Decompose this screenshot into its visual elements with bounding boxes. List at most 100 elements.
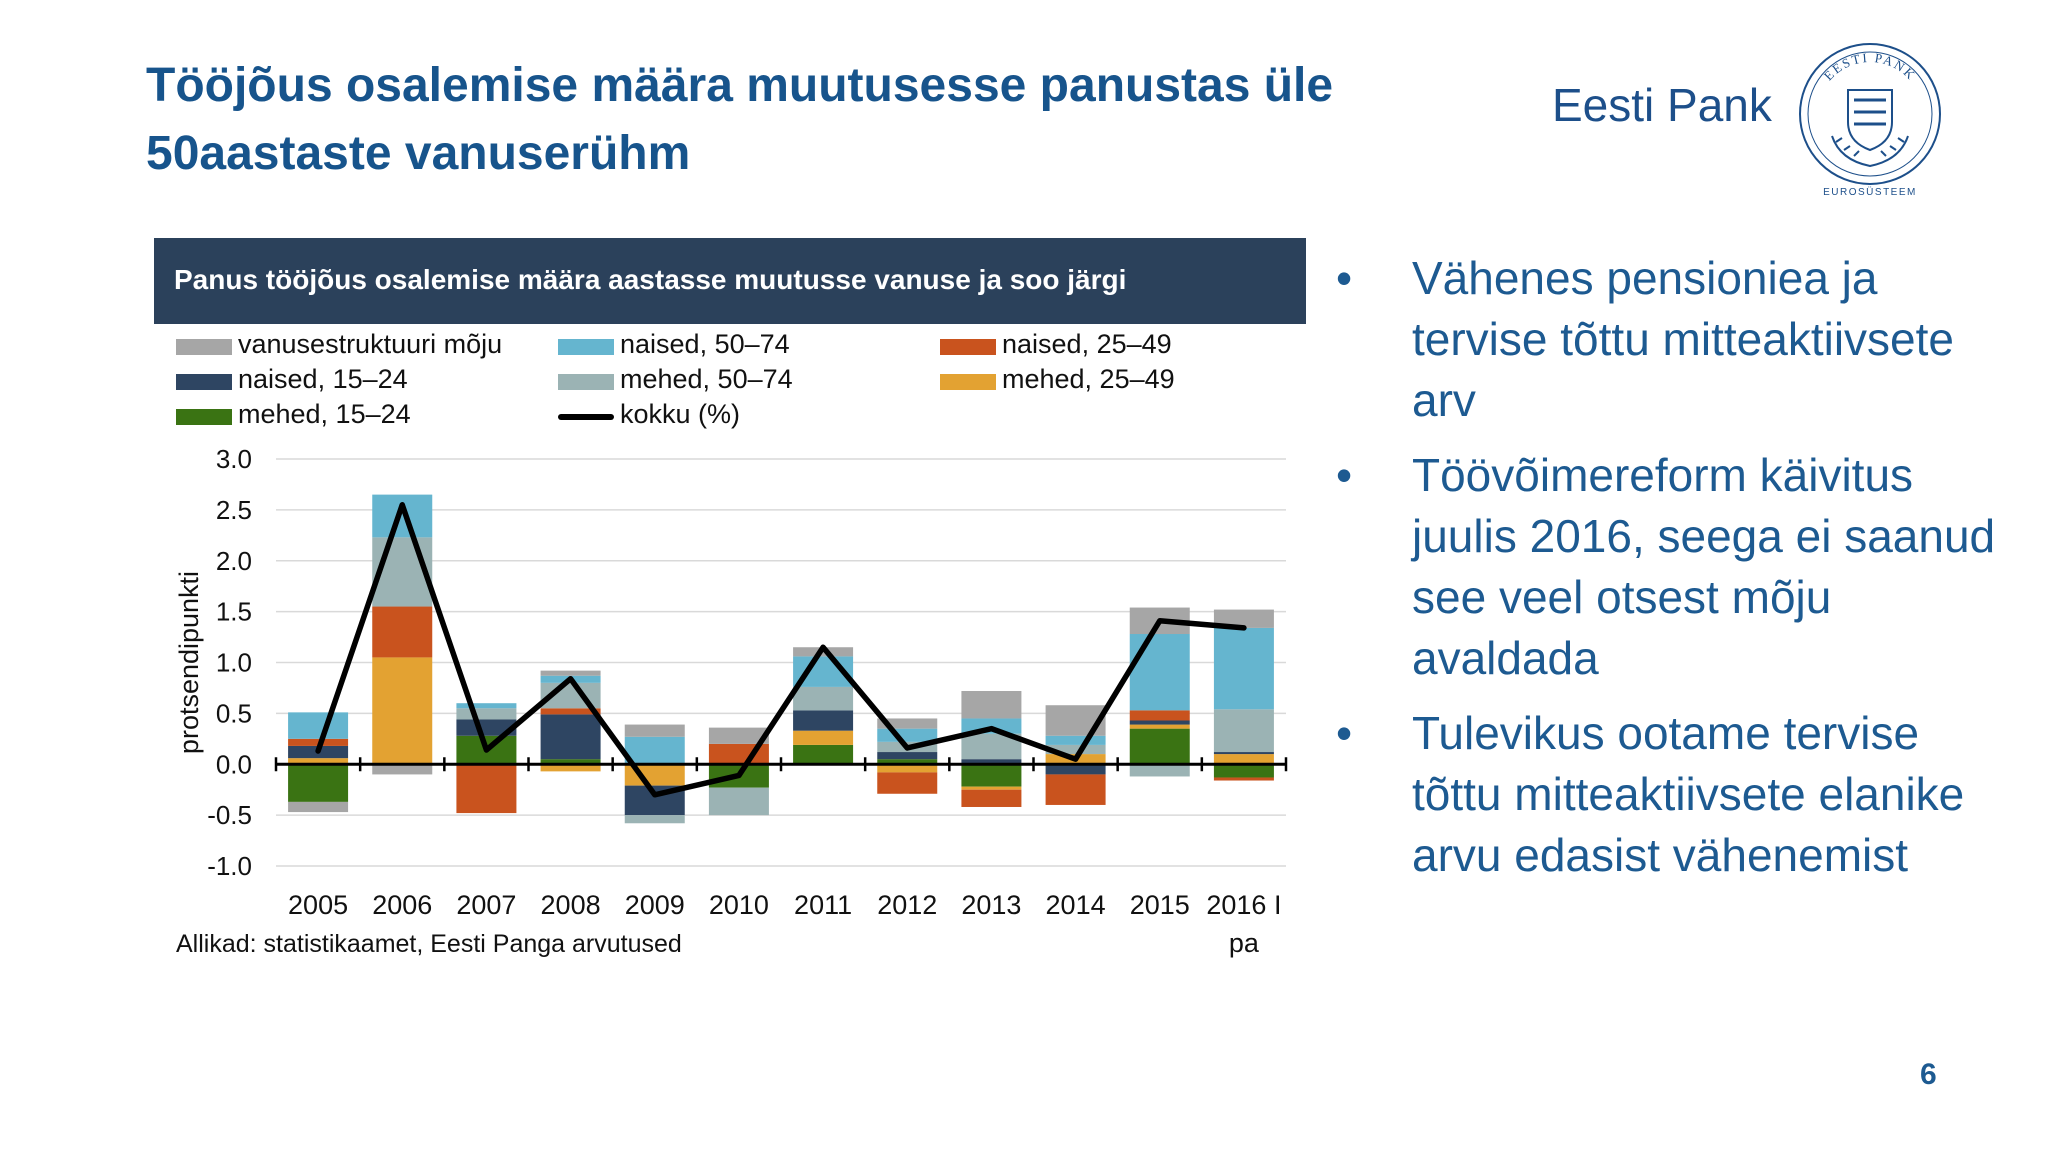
legend-swatch	[558, 374, 614, 390]
legend-swatch	[940, 339, 996, 355]
bar-segment	[961, 733, 1022, 760]
legend-label: vanusestruktuuri mõju	[238, 329, 503, 359]
bar-segment	[1213, 777, 1274, 781]
bullet-item: • Töövõimereform käivitus juulis 2016, s…	[1336, 445, 2016, 689]
bar-segment	[1045, 744, 1106, 755]
bar-segment	[456, 703, 517, 709]
bullet-text: Töövõimereform käivitus juulis 2016, see…	[1412, 449, 1996, 684]
chart-source-note: Allikad: statistikaamet, Eesti Panga arv…	[176, 930, 682, 958]
bar-segment	[1213, 754, 1274, 765]
brand-name: Eesti Pank	[1552, 79, 1772, 131]
x-tick-label: 2010	[709, 890, 769, 920]
bar-segment	[1129, 710, 1190, 721]
x-tick-label: 2008	[541, 890, 601, 920]
bar-segment	[708, 764, 769, 788]
legend-label: mehed, 15–24	[238, 399, 411, 429]
bar-segment	[877, 752, 938, 760]
bar-segment	[456, 708, 517, 720]
bar-segment	[708, 727, 769, 744]
bar-segment	[372, 494, 433, 538]
legend-label: naised, 15–24	[238, 364, 408, 394]
y-tick-label: 1.0	[216, 648, 252, 678]
legend-label: mehed, 25–49	[1002, 364, 1175, 394]
bar-segment	[1213, 764, 1274, 778]
x-tick-label: 2007	[456, 890, 516, 920]
x-tick-label: pa	[1229, 928, 1260, 958]
bar-segment	[961, 789, 1022, 807]
bar-segment	[961, 786, 1022, 790]
y-tick-label: 1.5	[216, 597, 252, 627]
x-tick-label: 2006	[372, 890, 432, 920]
legend-label: mehed, 50–74	[620, 364, 793, 394]
bar-segment	[708, 787, 769, 816]
page-number: 6	[1920, 1058, 1937, 1091]
bar-segment	[1045, 764, 1106, 775]
chart-header: Panus tööjõus osalemise määra aastasse m…	[154, 238, 1306, 324]
x-tick-label: 2016 I	[1206, 890, 1281, 920]
bar-segment	[793, 656, 854, 687]
legend-label: kokku (%)	[620, 399, 741, 429]
bar-segment	[1213, 627, 1274, 710]
svg-text:EESTI PANK: EESTI PANK	[1821, 50, 1920, 83]
x-tick-label: 2009	[625, 890, 685, 920]
bar-segment	[1045, 705, 1106, 736]
x-tick-label: 2012	[877, 890, 937, 920]
bullet-item: • Tulevikus ootame tervise tõttu mitteak…	[1336, 703, 2016, 886]
x-tick-label: 2013	[961, 890, 1021, 920]
bar-segment	[540, 764, 601, 772]
y-tick-label: 2.5	[216, 495, 252, 525]
x-tick-label: 2015	[1130, 890, 1190, 920]
bullet-symbol: •	[1336, 449, 1353, 501]
bar-segment	[793, 710, 854, 731]
bar-segment	[1129, 724, 1190, 729]
bar-segment	[372, 764, 433, 775]
x-tick-label: 2005	[288, 890, 348, 920]
eesti-pank-seal-logo: EESTI PANK EUROSÜSTEEM	[1799, 43, 1941, 198]
y-tick-label: 2.0	[216, 546, 252, 576]
bar-segment	[624, 724, 685, 737]
bar-segment	[288, 758, 349, 765]
bar-segment	[288, 738, 349, 746]
legend-swatch	[176, 374, 232, 390]
bar-segment	[877, 764, 938, 773]
seal-text-bottom: EUROSÜSTEEM	[1823, 186, 1917, 198]
bar-segment	[1129, 634, 1190, 711]
bar-segment	[624, 815, 685, 824]
bar-segment	[288, 745, 349, 759]
bar-segment	[961, 690, 1022, 719]
chart-panel: Panus tööjõus osalemise määra aastasse m…	[154, 238, 1306, 970]
bullet-symbol: •	[1336, 707, 1353, 759]
y-tick-label: -1.0	[207, 851, 252, 881]
bullet-text: Vähenes pensioniea ja tervise tõttu mitt…	[1412, 252, 1954, 426]
y-tick-label: 0.5	[216, 698, 252, 728]
bar-segment	[540, 675, 601, 683]
bar-segment	[540, 714, 601, 760]
bar-segment	[793, 730, 854, 745]
bar-segment	[624, 736, 685, 765]
bar-segment	[1129, 764, 1190, 777]
y-axis-title: protsendipunkti	[174, 571, 204, 754]
bar-segment	[624, 785, 685, 816]
bar-segment	[793, 686, 854, 711]
slide-title: Tööjõus osalemise määra muutusesse panus…	[146, 59, 1334, 180]
bar-segment	[877, 718, 938, 729]
bar-segment	[877, 772, 938, 794]
bar-segment	[1129, 607, 1190, 635]
bar-segment	[961, 718, 1022, 734]
legend-swatch	[558, 339, 614, 355]
y-tick-label: 3.0	[216, 444, 252, 474]
chart-title: Panus tööjõus osalemise määra aastasse m…	[174, 264, 1127, 295]
x-tick-label: 2011	[794, 890, 852, 920]
y-tick-label: -0.5	[207, 800, 252, 830]
bar-segment	[456, 735, 517, 765]
bar-segment	[877, 741, 938, 753]
bar-segment	[1045, 774, 1106, 805]
bar-segment	[540, 670, 601, 676]
bullet-text: Tulevikus ootame tervise tõttu mitteakti…	[1412, 707, 1965, 881]
legend-line-swatch	[558, 414, 614, 420]
bar-segment	[1213, 609, 1274, 628]
bar-segment	[961, 764, 1022, 787]
legend-label: naised, 25–49	[1002, 329, 1172, 359]
bar-segment	[793, 647, 854, 657]
bar-segment	[793, 744, 854, 765]
